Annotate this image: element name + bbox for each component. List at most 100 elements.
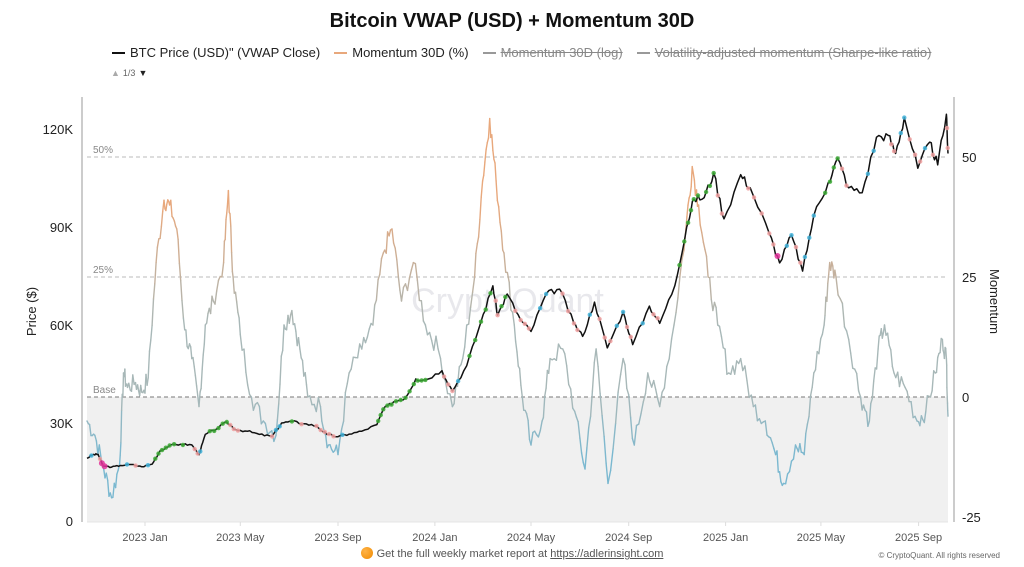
momentum-line-segment bbox=[744, 365, 748, 382]
momentum-line-segment bbox=[278, 383, 281, 405]
momentum-line-segment bbox=[486, 137, 490, 144]
momentum-line-segment bbox=[282, 324, 285, 352]
signal-marker-bearish bbox=[759, 211, 764, 216]
momentum-line-segment bbox=[238, 317, 242, 336]
momentum-line-segment bbox=[655, 388, 659, 400]
momentum-line-segment bbox=[871, 380, 875, 400]
momentum-line-segment bbox=[653, 379, 657, 391]
momentum-line-segment bbox=[329, 444, 333, 451]
legend-page-down-icon[interactable]: ▼ bbox=[138, 68, 148, 78]
y-left-tick-label: 90K bbox=[50, 220, 73, 235]
momentum-line-segment bbox=[483, 161, 486, 177]
momentum-line-segment bbox=[574, 410, 578, 418]
x-tick-label: 2023 Sep bbox=[314, 532, 361, 544]
momentum-line-segment bbox=[309, 395, 313, 406]
momentum-line-segment bbox=[321, 420, 324, 429]
signal-marker-bullish bbox=[153, 456, 158, 461]
momentum-line-segment bbox=[687, 197, 690, 206]
signal-marker-bearish bbox=[839, 166, 845, 171]
chart-title: Bitcoin VWAP (USD) + Momentum 30D bbox=[329, 10, 695, 32]
momentum-line-segment bbox=[136, 384, 140, 392]
momentum-line-segment bbox=[201, 354, 204, 370]
momentum-line-segment bbox=[898, 376, 903, 388]
signal-marker-bearish bbox=[891, 149, 897, 154]
momentum-line-segment bbox=[106, 479, 110, 497]
signal-marker-bearish bbox=[945, 145, 950, 151]
momentum-line-segment bbox=[609, 448, 614, 472]
legend-page-up-icon[interactable]: ▲ bbox=[111, 68, 120, 78]
signal-marker-recovery bbox=[273, 427, 279, 433]
x-tick-label: 2024 May bbox=[507, 532, 556, 544]
momentum-line-segment bbox=[227, 189, 230, 213]
signal-marker-bullish bbox=[171, 442, 177, 447]
momentum-line-segment bbox=[498, 206, 501, 224]
signal-marker-bullish bbox=[423, 377, 428, 383]
momentum-line-segment bbox=[697, 204, 701, 226]
momentum-line-segment bbox=[380, 252, 384, 260]
legend-item-volatility-momentum[interactable]: Volatility-adjusted momentum (Sharpe-lik… bbox=[636, 45, 931, 60]
momentum-line-segment bbox=[477, 218, 481, 238]
signal-marker-recovery bbox=[802, 254, 808, 260]
legend-item-momentum-pct[interactable]: Momentum 30D (%) bbox=[334, 45, 469, 60]
momentum-line-segment bbox=[629, 416, 634, 440]
momentum-line-segment bbox=[900, 376, 904, 385]
signal-marker-bullish bbox=[411, 381, 416, 387]
promo-link[interactable]: https://adlerinsight.com bbox=[550, 548, 664, 560]
momentum-line-segment bbox=[279, 355, 282, 385]
momentum-line-segment bbox=[499, 221, 502, 232]
signal-marker-bearish bbox=[495, 313, 500, 318]
momentum-line-segment bbox=[476, 236, 480, 245]
momentum-line-segment bbox=[870, 397, 873, 405]
momentum-line-segment bbox=[273, 434, 277, 443]
momentum-line-segment bbox=[883, 324, 887, 336]
signal-marker-bullish bbox=[503, 294, 508, 300]
momentum-line-segment bbox=[361, 336, 365, 350]
momentum-line-segment bbox=[325, 435, 328, 449]
signal-marker-recovery bbox=[537, 306, 543, 311]
momentum-line-segment bbox=[788, 460, 793, 473]
momentum-line-segment bbox=[317, 397, 322, 408]
momentum-line-segment bbox=[677, 275, 681, 299]
momentum-line-segment bbox=[424, 324, 429, 336]
momentum-line-segment bbox=[471, 276, 476, 293]
momentum-line-segment bbox=[276, 403, 280, 421]
momentum-line-segment bbox=[226, 202, 229, 214]
momentum-line-segment bbox=[679, 259, 683, 278]
momentum-line-segment bbox=[692, 172, 696, 181]
momentum-line-segment bbox=[460, 357, 464, 366]
momentum-line-segment bbox=[644, 372, 649, 395]
legend-swatch-momentum-pct bbox=[334, 51, 348, 54]
signal-marker-bearish bbox=[560, 291, 565, 296]
momentum-line-segment bbox=[410, 261, 415, 271]
signal-marker-bearish bbox=[918, 159, 923, 164]
momentum-line-segment bbox=[622, 357, 626, 366]
x-tick-label: 2023 Jan bbox=[122, 532, 167, 544]
signal-marker-bearish bbox=[446, 382, 451, 387]
signal-marker-recovery bbox=[614, 323, 619, 328]
momentum-line-segment bbox=[105, 472, 109, 482]
momentum-line-segment bbox=[118, 454, 121, 465]
momentum-line-segment bbox=[397, 276, 401, 291]
momentum-line-segment bbox=[943, 346, 946, 360]
signal-marker-bearish bbox=[912, 152, 918, 157]
copyright-text: © CryptoQuant. All rights reserved bbox=[878, 551, 1001, 560]
momentum-line-segment bbox=[232, 276, 236, 294]
momentum-line-segment bbox=[724, 348, 728, 375]
momentum-line-segment bbox=[690, 165, 693, 188]
momentum-line-segment bbox=[562, 348, 566, 355]
signal-marker-bearish bbox=[228, 422, 233, 428]
momentum-line-segment bbox=[854, 368, 858, 375]
legend-item-momentum-log[interactable]: Momentum 30D (log) bbox=[482, 45, 623, 60]
signal-marker-recovery bbox=[340, 432, 345, 437]
legend-item-btc-price[interactable]: BTC Price (USD)" (VWAP Close) bbox=[112, 45, 320, 60]
momentum-line-segment bbox=[848, 338, 852, 354]
signal-marker-bullish bbox=[685, 220, 691, 225]
momentum-line-segment bbox=[491, 134, 494, 152]
momentum-line-segment bbox=[518, 367, 522, 386]
signal-marker-bullish bbox=[703, 189, 709, 195]
signal-marker-bullish bbox=[398, 397, 403, 403]
momentum-line-segment bbox=[734, 360, 738, 375]
signal-marker-bearish bbox=[513, 308, 518, 313]
signal-marker-bullish bbox=[483, 307, 488, 312]
momentum-line-segment bbox=[112, 482, 116, 498]
